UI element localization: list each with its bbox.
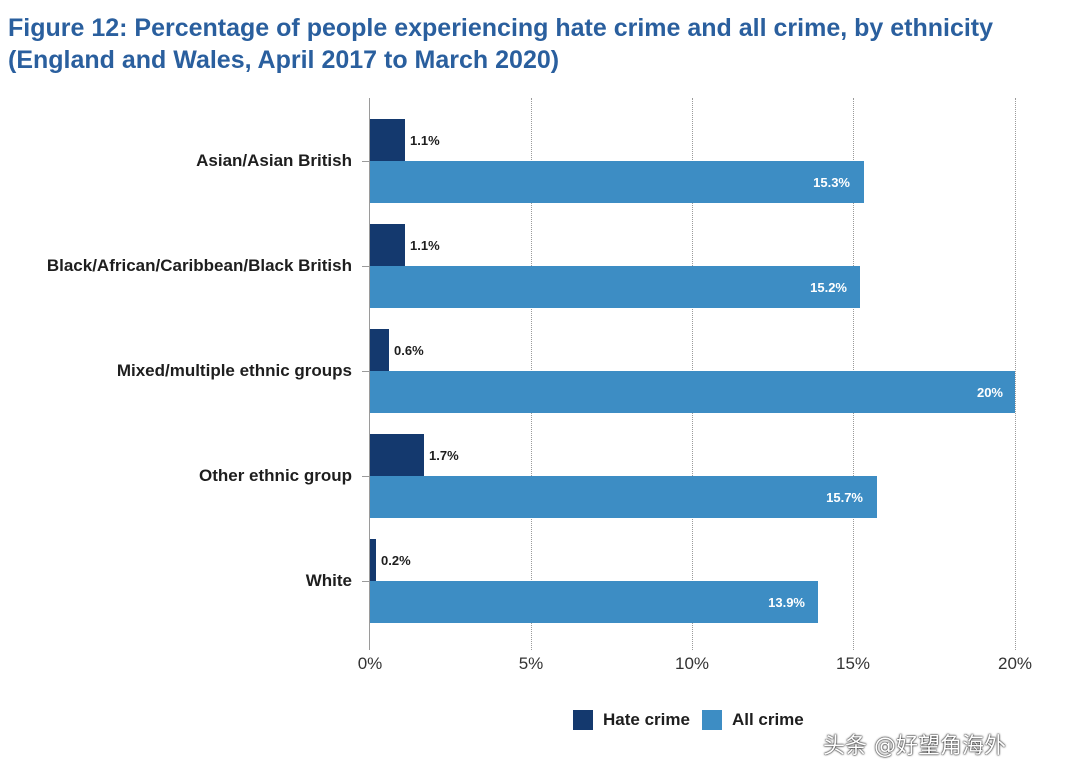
- category-label: Black/African/Caribbean/Black British: [46, 256, 352, 275]
- x-tick-label: 5%: [518, 654, 544, 673]
- bar-hate-crime: [370, 539, 376, 581]
- legend-item-hate-crime: Hate crime: [573, 710, 690, 730]
- x-tick-label: 10%: [674, 654, 710, 673]
- y-axis-line: [369, 98, 370, 650]
- value-label-hate: 1.7%: [429, 448, 459, 463]
- legend-item-all-crime: All crime: [701, 710, 804, 730]
- gridline-20: [1015, 98, 1016, 650]
- value-label-hate: 0.6%: [394, 343, 424, 358]
- watermark: 头条 @好望角海外: [823, 734, 1006, 759]
- category-label: Mixed/multiple ethnic groups: [116, 361, 352, 380]
- title-line-1: Figure 12: Percentage of people experien…: [8, 14, 994, 42]
- category-label: Other ethnic group: [199, 466, 352, 485]
- x-tick-label: 15%: [835, 654, 871, 673]
- legend: Hate crime All crime: [573, 710, 816, 730]
- title-line-2: (England and Wales, April 2017 to March …: [8, 46, 560, 74]
- legend-label-all: All crime: [731, 710, 804, 729]
- category-label: Asian/Asian British: [196, 151, 352, 170]
- value-label-all: 20%: [976, 385, 1003, 400]
- x-tick-label: 20%: [997, 654, 1033, 673]
- y-tick: [362, 371, 369, 372]
- legend-swatch-all-icon: [701, 710, 722, 730]
- bar-all-crime: [370, 371, 1015, 413]
- category-label: White: [305, 571, 352, 590]
- bar-all-crime: [370, 161, 864, 203]
- legend-swatch-hate-icon: [573, 710, 593, 730]
- bar-hate-crime: [370, 329, 389, 371]
- value-label-hate: 1.1%: [410, 133, 440, 148]
- bar-all-crime: [370, 581, 818, 623]
- y-tick: [362, 266, 369, 267]
- chart-title: Figure 12: Percentage of people experien…: [8, 12, 993, 76]
- value-label-all: 15.7%: [826, 490, 863, 505]
- bar-hate-crime: [370, 434, 424, 476]
- bar-all-crime: [370, 266, 860, 308]
- y-tick: [362, 476, 369, 477]
- value-label-hate: 0.2%: [381, 553, 411, 568]
- bar-hate-crime: [370, 119, 405, 161]
- bar-all-crime: [370, 476, 877, 518]
- y-tick: [362, 581, 369, 582]
- value-label-hate: 1.1%: [410, 238, 440, 253]
- legend-label-hate: Hate crime: [603, 710, 690, 729]
- value-label-all: 15.3%: [813, 175, 850, 190]
- value-label-all: 15.2%: [810, 280, 847, 295]
- x-tick-label: 0%: [357, 654, 383, 673]
- y-tick: [362, 161, 369, 162]
- value-label-all: 13.9%: [768, 595, 805, 610]
- bar-hate-crime: [370, 224, 405, 266]
